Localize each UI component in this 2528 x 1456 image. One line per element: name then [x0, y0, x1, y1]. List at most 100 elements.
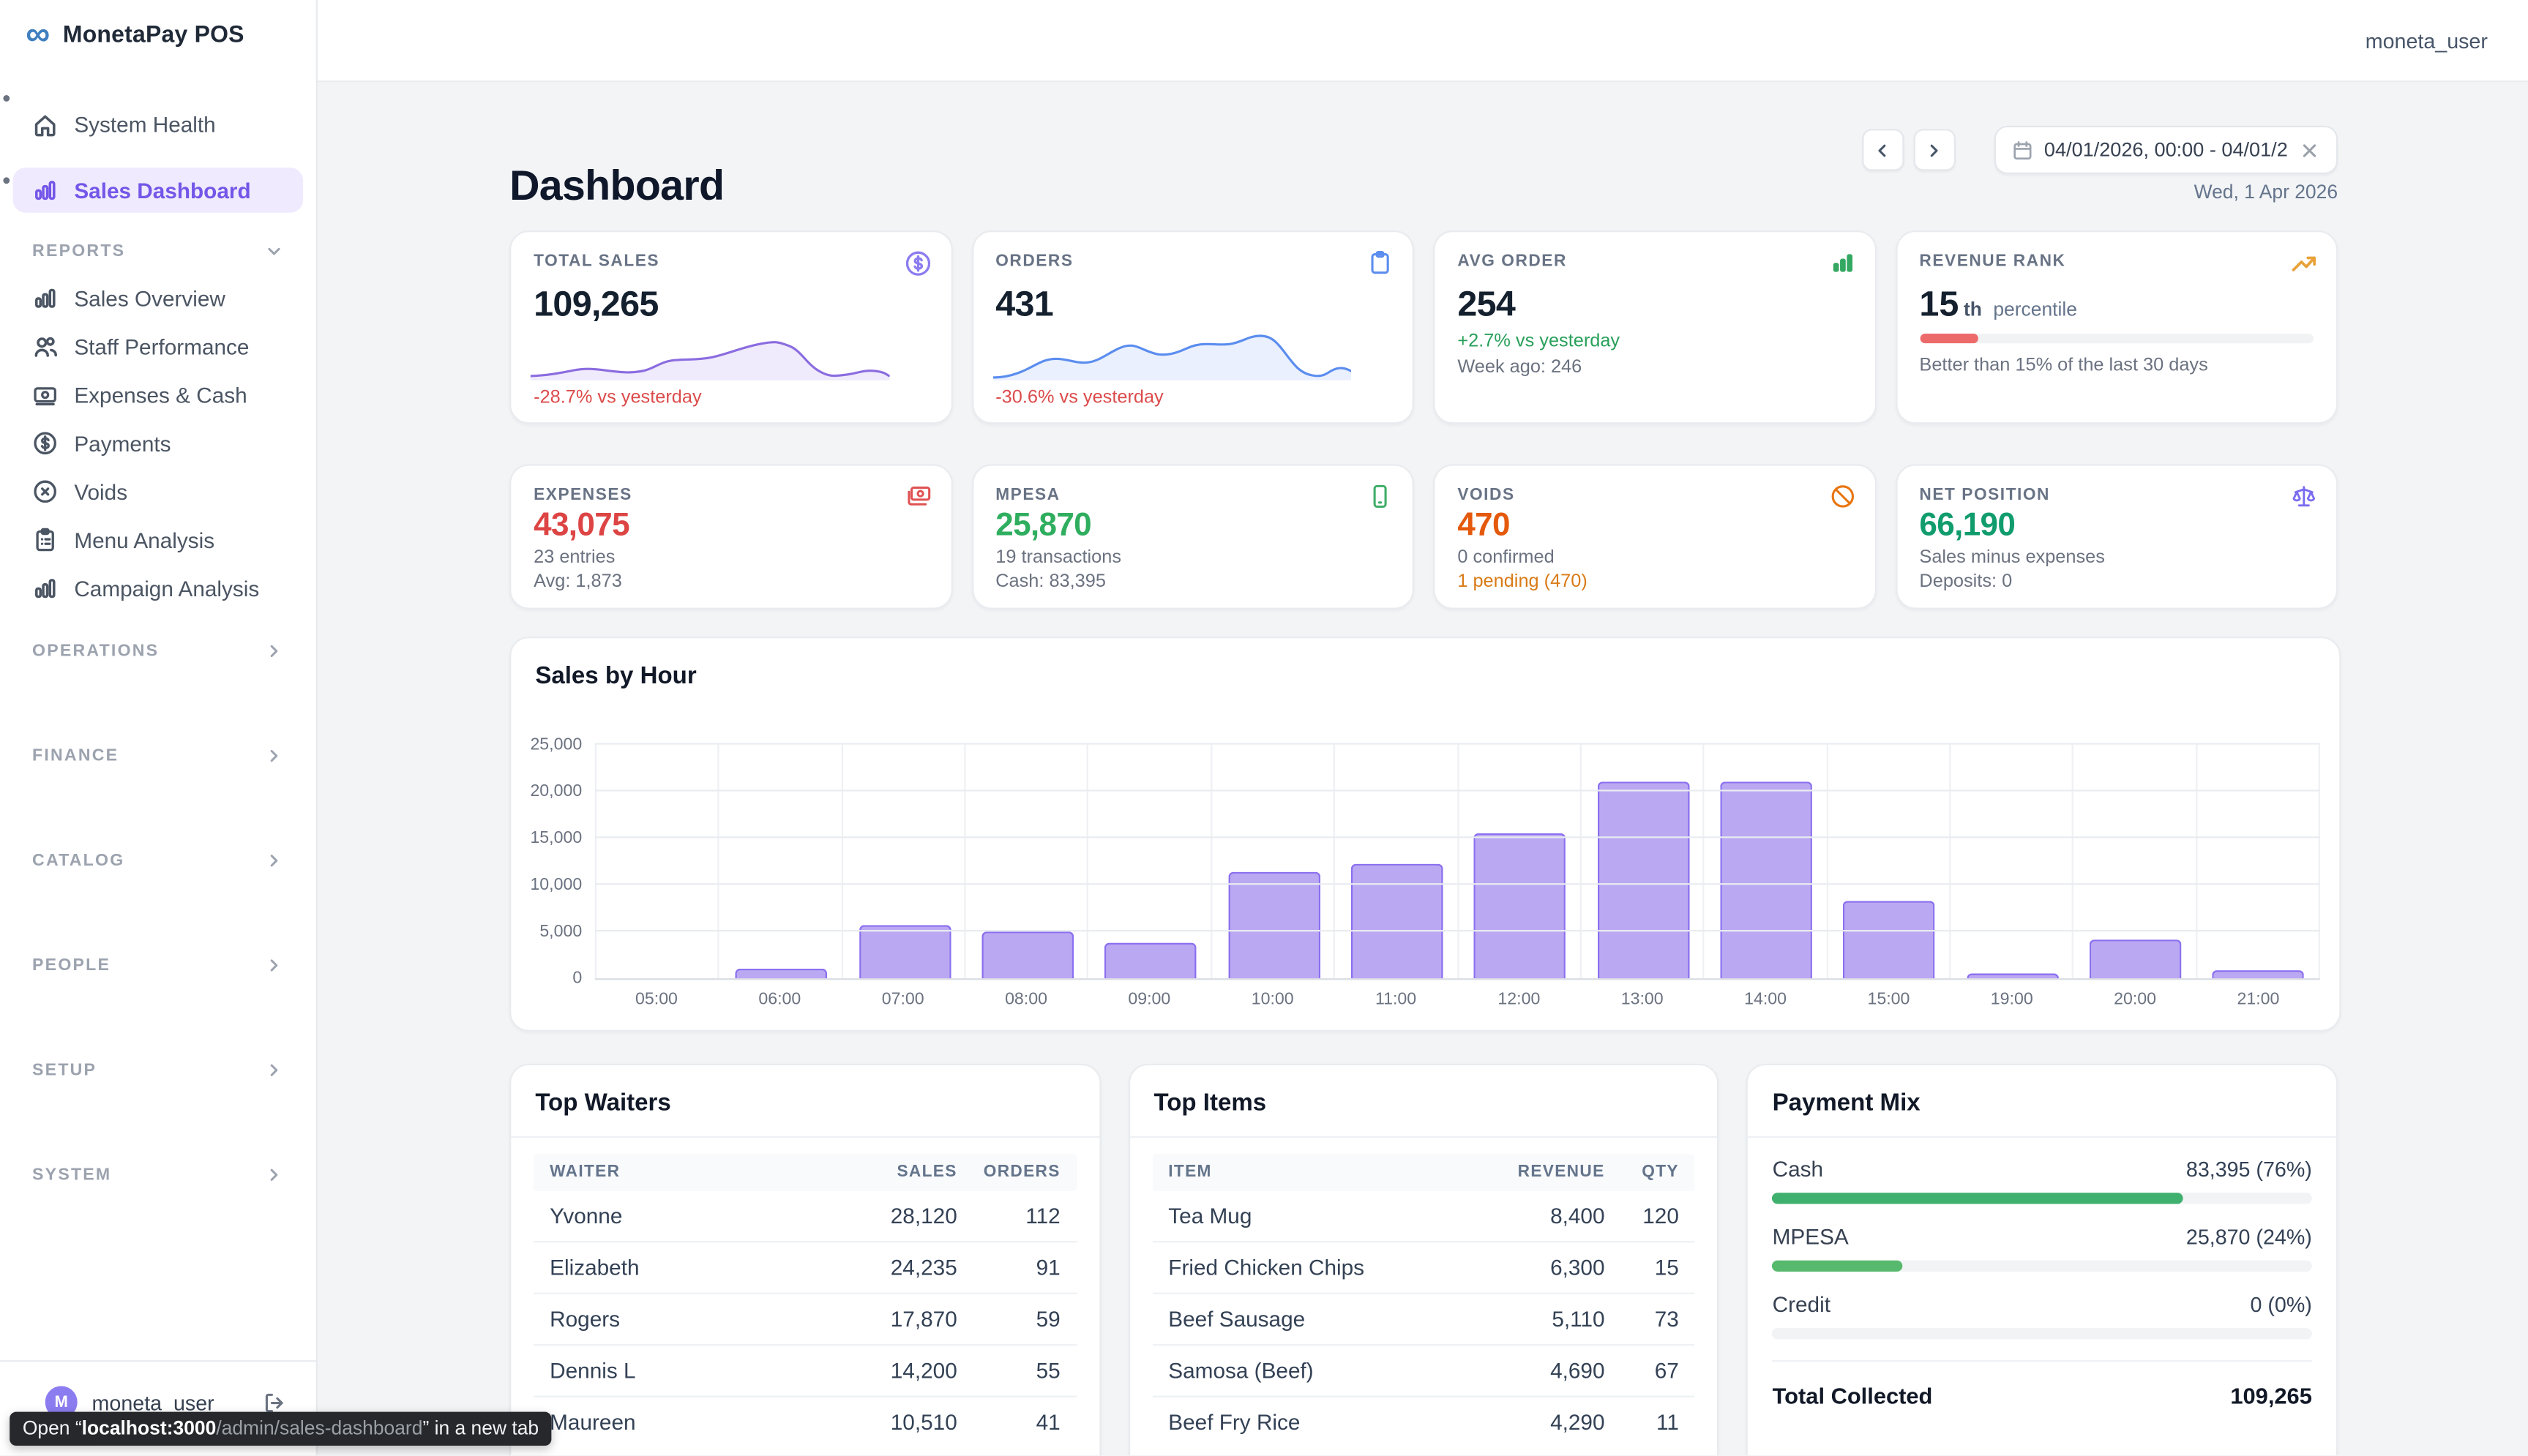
logout-icon[interactable]: [263, 1391, 287, 1415]
bar-slot: [1210, 744, 1334, 979]
kpi-value: 254: [1457, 283, 1516, 324]
circle-x-icon: [34, 480, 56, 503]
bar-07:00: [858, 925, 951, 979]
sidebar-section-finance[interactable]: FINANCE: [13, 737, 304, 776]
payment-total-row: Total Collected 109,265: [1773, 1362, 2312, 1430]
current-date-label: Wed, 1 Apr 2026: [2194, 180, 2338, 203]
kpi-label: MPESA: [995, 487, 1061, 505]
sidebar-section-system[interactable]: SYSTEM: [13, 1155, 304, 1194]
sidebar-item-expenses-cash[interactable]: Expenses & Cash: [13, 374, 304, 416]
sidebar-section-catalog[interactable]: CATALOG: [13, 841, 304, 880]
payment-row: MPESA 25,870 (24%): [1773, 1225, 2312, 1249]
gridline: [594, 743, 2320, 745]
bar-chart-icon: [35, 181, 56, 200]
bar-slot: [964, 744, 1087, 979]
waiter-orders: 59: [1036, 1307, 1061, 1332]
panel-title: Payment Mix: [1748, 1065, 2336, 1138]
chevron-left-icon: [1879, 143, 1887, 157]
kpi-value: 25,870: [995, 507, 1092, 544]
sidebar-item-payments[interactable]: Payments: [13, 422, 304, 464]
sidebar-item-voids[interactable]: Voids: [13, 470, 304, 512]
tooltip-path: /admin/sales-dashboard: [216, 1416, 423, 1440]
calendar-icon: [2013, 140, 2032, 159]
x-tick-label: 10:00: [1251, 989, 1294, 1009]
sidebar-item-staff-performance[interactable]: Staff Performance: [13, 326, 304, 367]
payment-row: Cash 83,395 (76%): [1773, 1157, 2312, 1182]
revenue-rank-card: REVENUE RANK 15 th percentile Better tha…: [1895, 230, 2338, 424]
table-row: Dennis L 14,200 55: [534, 1346, 1077, 1397]
sidebar-item-label: Menu Analysis: [74, 528, 215, 552]
table-header: WAITER SALES ORDERS: [534, 1154, 1077, 1191]
rank-note: Better than 15% of the last 30 days: [1919, 356, 2208, 376]
bar-15:00: [1843, 901, 1936, 979]
tooltip-text: Open “: [22, 1416, 82, 1440]
banknote-icon: [34, 387, 56, 406]
x-tick-label: 20:00: [2114, 989, 2157, 1009]
column-header: REVENUE: [1517, 1163, 1605, 1182]
home-icon: [34, 115, 56, 137]
payment-progress-fill: [1772, 1193, 2183, 1204]
table-row: Rogers 17,870 59: [534, 1294, 1077, 1346]
column-header: WAITER: [550, 1163, 621, 1182]
bar-06:00: [735, 969, 828, 979]
kpi-value: 43,075: [534, 507, 629, 544]
kpi-note: Week ago: 246: [1457, 358, 1582, 378]
item-qty: 73: [1654, 1307, 1679, 1332]
payment-label: Cash: [1772, 1157, 1824, 1182]
sidebar-item-system-health[interactable]: System Health: [13, 103, 304, 145]
sidebar-item-label: Voids: [74, 479, 128, 504]
sidebar-section-reports[interactable]: REPORTS: [13, 232, 304, 271]
payment-value: 0 (0%): [2250, 1292, 2312, 1317]
waiter-sales: 24,235: [890, 1255, 957, 1280]
prev-day-button[interactable]: [1861, 129, 1904, 171]
next-day-button[interactable]: [1913, 129, 1956, 171]
table-row: Samosa (Beef) 4,690 67: [1152, 1346, 1695, 1397]
sidebar-item-campaign-analysis[interactable]: Campaign Analysis: [13, 567, 304, 609]
orders-card: ORDERS 431 -30.6% vs yesterday: [971, 230, 1414, 424]
rank-unit: percentile: [1993, 298, 2077, 321]
sidebar: ∞ MonetaPay POS System Health Sales Dash…: [0, 0, 318, 1456]
sidebar-section-people[interactable]: PEOPLE: [13, 946, 304, 985]
chevron-right-icon: [270, 1064, 278, 1076]
sales-by-hour-xaxis: 05:00 06:00 07:00 08:00 09:00 10:00 11:00 12:00…: [595, 990, 2320, 1009]
chevron-down-icon: [268, 247, 280, 255]
x-tick-label: 08:00: [1005, 989, 1047, 1009]
clipboard-icon: [1371, 250, 1389, 274]
bar-20:00: [2090, 939, 2182, 979]
kpi-delta: -28.7% vs yesterday: [534, 388, 702, 408]
kpi-note: 23 entries: [534, 547, 616, 568]
x-tick-label: 19:00: [1990, 989, 2033, 1009]
close-icon[interactable]: [2299, 140, 2320, 161]
orders-sparkline: [992, 334, 1352, 380]
chevron-right-icon: [270, 750, 278, 762]
topbar-username[interactable]: moneta_user: [2365, 28, 2488, 53]
chevron-right-icon: [270, 1168, 278, 1181]
item-qty: 67: [1654, 1358, 1679, 1384]
payment-row: Credit 0 (0%): [1773, 1293, 2312, 1317]
rank-value-row: 15 th percentile: [1919, 284, 2077, 326]
sales-by-hour-plot: [594, 743, 2320, 980]
sidebar-section-operations[interactable]: OPERATIONS: [13, 631, 304, 670]
y-tick-label: 20,000: [530, 781, 583, 801]
y-tick-label: 15,000: [530, 828, 583, 848]
item-name: Beef Sausage: [1168, 1307, 1306, 1332]
kpi-value: 109,265: [534, 283, 659, 324]
sidebar-item-sales-overview[interactable]: Sales Overview: [13, 277, 304, 319]
link-tooltip: Open “localhost:3000/admin/sales-dashboa…: [10, 1411, 552, 1446]
table-row: Yvonne 28,120 112: [534, 1191, 1077, 1243]
sidebar-item-sales-dashboard[interactable]: Sales Dashboard: [12, 168, 304, 213]
date-range-picker[interactable]: 04/01/2026, 00:00 - 04/01/2: [1994, 125, 2338, 174]
total-sales-card: TOTAL SALES 109,265 -28.7% vs yesterday: [509, 230, 952, 424]
column-header: QTY: [1642, 1163, 1679, 1182]
kpi-value: 470: [1457, 507, 1510, 544]
sidebar-item-menu-analysis[interactable]: Menu Analysis: [13, 519, 304, 560]
bar-chart-icon: [35, 288, 56, 308]
kpi-note: 1 pending (470): [1457, 571, 1588, 592]
bar-slot: [1949, 744, 2072, 979]
payment-value: 25,870 (24%): [2185, 1225, 2312, 1250]
sidebar-section-setup[interactable]: SETUP: [13, 1051, 304, 1089]
voids-card: VOIDS 470 0 confirmed 1 pending (470): [1433, 464, 1876, 609]
x-tick-label: 11:00: [1375, 989, 1417, 1009]
rank-progress-track: [1919, 333, 2314, 344]
bar-chart-icon: [1832, 254, 1852, 272]
